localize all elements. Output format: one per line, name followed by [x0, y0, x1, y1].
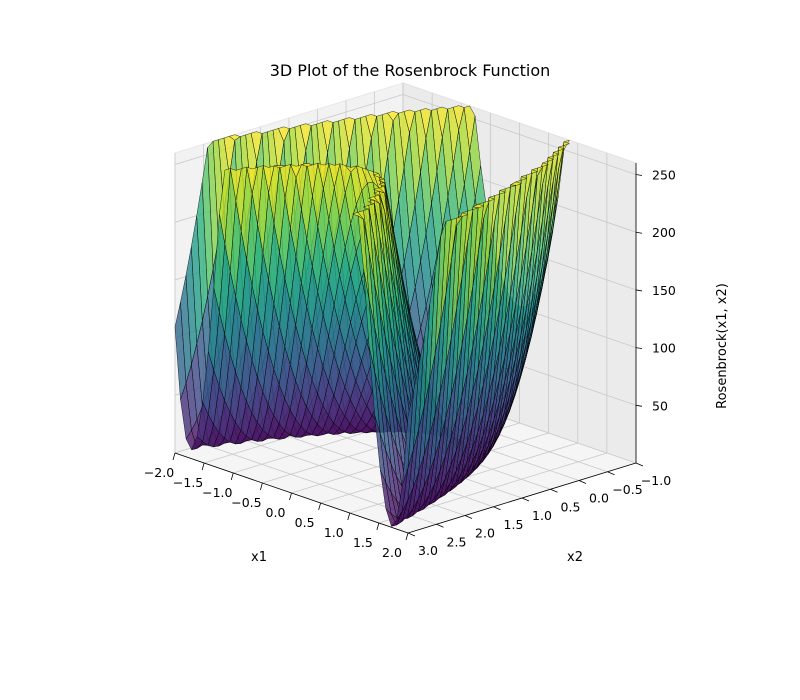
- surface-mesh: [174, 105, 571, 527]
- y-tick-label: 0.0: [589, 491, 609, 506]
- x-tick: [172, 452, 176, 461]
- y-tick: [521, 497, 530, 502]
- x-tick-label: −1.0: [202, 485, 232, 500]
- y-axis-label: x2: [567, 550, 583, 565]
- surface-facet: [274, 165, 286, 169]
- x-tick-label: 2.0: [382, 545, 402, 560]
- x-tick: [318, 502, 322, 511]
- x-tick: [347, 512, 351, 521]
- y-tick-label: 1.0: [532, 508, 552, 523]
- y-tick-label: 1.5: [504, 517, 524, 532]
- surface-facet: [246, 166, 259, 194]
- z-tick-label: 250: [652, 168, 676, 183]
- x-tick-label: −2.0: [144, 465, 174, 480]
- x-tick: [405, 532, 409, 541]
- y-tick-label: 2.5: [447, 534, 467, 549]
- y-tick-label: 0.5: [561, 499, 581, 514]
- x-tick-label: −0.5: [231, 495, 261, 510]
- x-tick-label: −1.5: [173, 475, 203, 490]
- surface-facet: [344, 165, 358, 173]
- x-tick-label: 1.5: [353, 535, 373, 550]
- surface-facet: [230, 168, 242, 201]
- surface-facet: [300, 162, 314, 167]
- x-tick-label: 0.5: [295, 515, 315, 530]
- surface-facet: [328, 163, 341, 188]
- y-tick-label: −0.5: [612, 482, 642, 497]
- y-tick: [550, 488, 558, 493]
- y-tick: [607, 471, 615, 476]
- y-tick-label: 3.0: [418, 543, 438, 558]
- y-tick: [464, 515, 473, 519]
- z-tick-label: 200: [652, 225, 676, 240]
- y-tick-label: −1.0: [641, 473, 671, 488]
- axes: 2.01.51.00.50.0−0.5−1.0−1.5−2.0−1.0−0.50…: [144, 163, 676, 560]
- x-axis-label: x1: [251, 550, 267, 565]
- z-tick-label: 100: [652, 341, 676, 356]
- chart-title: 3D Plot of the Rosenbrock Function: [270, 61, 551, 80]
- surface-facet: [317, 162, 330, 189]
- y-tick: [635, 462, 644, 467]
- x-tick-label: 0.0: [266, 505, 286, 520]
- y-tick: [578, 480, 587, 484]
- surface-facet: [219, 168, 231, 244]
- z-tick: [635, 289, 643, 292]
- x-tick: [230, 472, 234, 481]
- z-tick-label: 150: [652, 283, 676, 298]
- x-tick: [376, 522, 380, 531]
- x-tick: [201, 462, 205, 471]
- gridline-y-floor: [260, 426, 494, 508]
- z-tick: [635, 347, 643, 350]
- z-tick: [635, 404, 643, 407]
- y-tick: [407, 532, 416, 537]
- z-tick-label: 50: [652, 398, 668, 413]
- x-tick-label: 1.0: [324, 525, 344, 540]
- y-tick: [493, 506, 501, 511]
- z-tick: [635, 231, 643, 234]
- z-axis-label: Rosenbrock(x1, x2): [715, 283, 730, 409]
- y-tick-label: 2.0: [475, 526, 495, 541]
- surface-facet: [262, 165, 275, 193]
- surface-facet: [402, 391, 414, 485]
- z-tick: [635, 174, 643, 176]
- y-tick: [436, 523, 444, 528]
- surface-facet: [290, 163, 302, 179]
- x-tick: [289, 492, 292, 501]
- x-tick: [259, 482, 263, 491]
